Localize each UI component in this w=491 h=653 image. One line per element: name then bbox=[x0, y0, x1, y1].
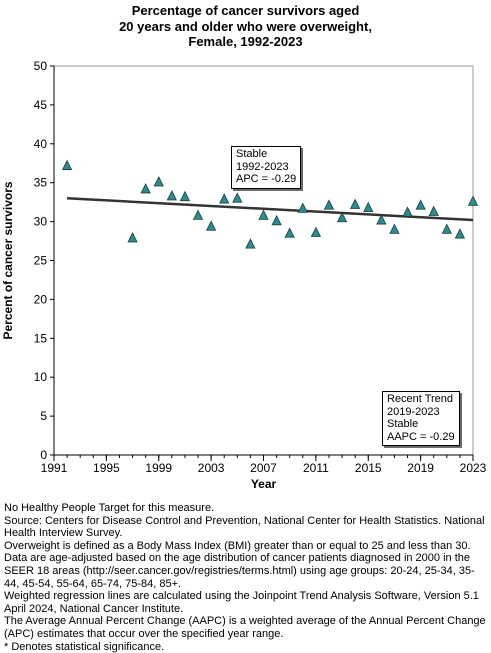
y-tick-label: 20 bbox=[34, 292, 48, 306]
annotation-recent-line-2: 2019-2023 bbox=[387, 406, 455, 419]
x-tick-label: 1999 bbox=[145, 461, 172, 475]
footnote: Overweight is defined as a Body Mass Ind… bbox=[4, 540, 488, 553]
y-tick-label: 30 bbox=[34, 215, 48, 229]
y-tick-label: 15 bbox=[34, 331, 48, 345]
annotation-recent-line-4: AAPC = -0.29 bbox=[387, 431, 455, 444]
footnote: * Denotes statistical significance. bbox=[4, 641, 488, 653]
annotation-recent-line-3: Stable bbox=[387, 418, 455, 431]
y-tick-label: 40 bbox=[34, 137, 48, 151]
annotation-overall-line-3: APC = -0.29 bbox=[236, 173, 296, 186]
y-tick-label: 50 bbox=[34, 59, 48, 73]
y-tick-label: 5 bbox=[40, 409, 47, 423]
x-axis-label: Year bbox=[251, 477, 277, 491]
x-tick-label: 2007 bbox=[250, 461, 277, 475]
x-tick-label: 2011 bbox=[303, 461, 329, 475]
annotation-recent-trend: Recent Trend 2019-2023 Stable AAPC = -0.… bbox=[382, 391, 460, 446]
y-tick-label: 45 bbox=[34, 98, 48, 112]
footnote: Source: Centers for Disease Control and … bbox=[4, 515, 488, 540]
y-tick-label: 35 bbox=[34, 176, 48, 190]
x-tick-label: 2003 bbox=[198, 461, 225, 475]
annotation-recent-line-1: Recent Trend bbox=[387, 393, 455, 406]
footnote: Data are age-adjusted based on the age d… bbox=[4, 552, 488, 590]
x-tick-label: 2023 bbox=[460, 461, 487, 475]
footnote: The Average Annual Percent Change (AAPC)… bbox=[4, 615, 488, 640]
x-tick-label: 2015 bbox=[355, 461, 382, 475]
x-tick-label: 2019 bbox=[407, 461, 434, 475]
annotation-overall-trend: Stable 1992-2023 APC = -0.29 bbox=[231, 146, 301, 189]
annotation-overall-line-1: Stable bbox=[236, 148, 296, 161]
y-tick-label: 10 bbox=[34, 370, 48, 384]
y-tick-label: 25 bbox=[34, 254, 48, 268]
annotation-overall-line-2: 1992-2023 bbox=[236, 161, 296, 174]
y-axis-label: Percent of cancer survivors bbox=[1, 181, 15, 339]
footnotes: No Healthy People Target for this measur… bbox=[4, 502, 488, 653]
x-tick-label: 1995 bbox=[93, 461, 120, 475]
footnote: No Healthy People Target for this measur… bbox=[4, 502, 488, 515]
x-tick-label: 1991 bbox=[41, 461, 68, 475]
y-tick-label: 0 bbox=[40, 448, 47, 462]
footnote: Weighted regression lines are calculated… bbox=[4, 590, 488, 615]
